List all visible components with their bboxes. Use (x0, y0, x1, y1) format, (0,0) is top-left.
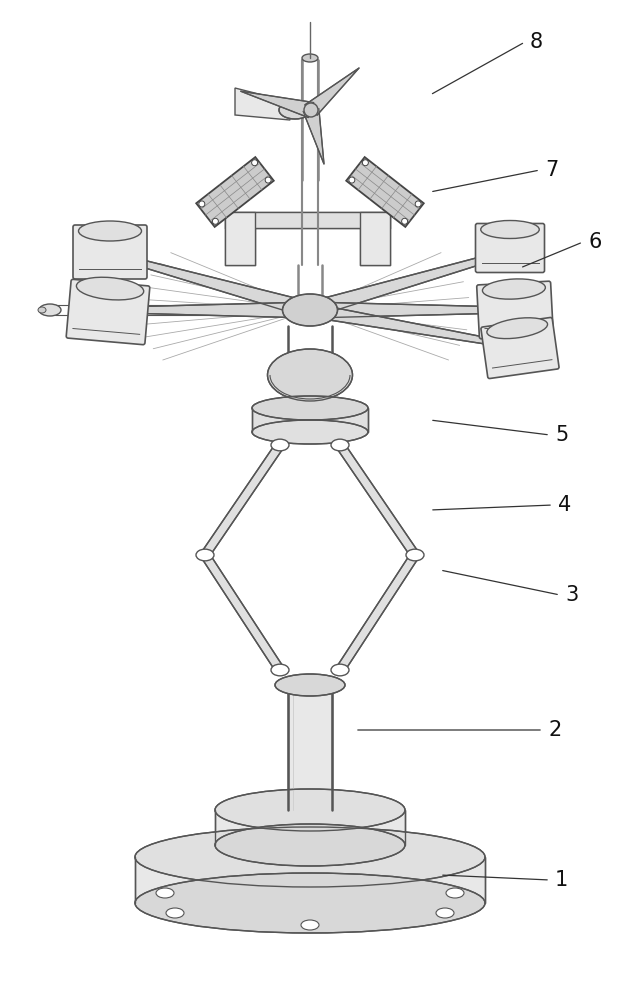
Polygon shape (201, 553, 284, 672)
Ellipse shape (252, 420, 368, 444)
Polygon shape (225, 212, 255, 265)
Polygon shape (303, 109, 324, 164)
Ellipse shape (436, 908, 454, 918)
Ellipse shape (482, 279, 545, 299)
Text: 2: 2 (548, 720, 561, 740)
Ellipse shape (135, 873, 485, 933)
Ellipse shape (302, 54, 318, 62)
Polygon shape (336, 442, 419, 558)
Ellipse shape (481, 221, 539, 238)
Ellipse shape (196, 549, 214, 561)
FancyBboxPatch shape (196, 157, 274, 227)
Polygon shape (336, 553, 419, 672)
Ellipse shape (135, 827, 485, 887)
Ellipse shape (265, 177, 271, 183)
Ellipse shape (215, 789, 405, 831)
Ellipse shape (301, 920, 319, 930)
Text: 5: 5 (555, 425, 568, 445)
Ellipse shape (487, 318, 548, 339)
Polygon shape (360, 212, 390, 265)
Polygon shape (130, 302, 310, 318)
Ellipse shape (252, 160, 257, 166)
Polygon shape (202, 442, 284, 558)
Ellipse shape (331, 439, 349, 451)
FancyBboxPatch shape (481, 317, 559, 379)
Polygon shape (225, 212, 390, 228)
Ellipse shape (275, 674, 345, 696)
FancyBboxPatch shape (73, 225, 147, 279)
Ellipse shape (268, 349, 352, 401)
Ellipse shape (406, 549, 424, 561)
Text: 3: 3 (565, 585, 578, 605)
Ellipse shape (402, 218, 408, 224)
Text: 8: 8 (530, 32, 543, 52)
Ellipse shape (156, 888, 174, 898)
Ellipse shape (166, 908, 184, 918)
Ellipse shape (38, 307, 46, 313)
Ellipse shape (271, 664, 289, 676)
Ellipse shape (39, 304, 61, 316)
Polygon shape (241, 91, 314, 118)
Polygon shape (310, 302, 500, 318)
FancyBboxPatch shape (477, 281, 553, 339)
Polygon shape (235, 88, 290, 120)
Ellipse shape (252, 396, 368, 420)
Ellipse shape (304, 103, 318, 117)
Polygon shape (308, 252, 501, 318)
Text: 6: 6 (588, 232, 602, 252)
Text: 1: 1 (555, 870, 568, 890)
Text: 4: 4 (558, 495, 571, 515)
Polygon shape (252, 408, 368, 432)
Ellipse shape (283, 294, 337, 326)
Ellipse shape (199, 201, 205, 207)
Ellipse shape (77, 277, 144, 300)
Ellipse shape (271, 439, 289, 451)
Ellipse shape (215, 824, 405, 866)
Polygon shape (129, 257, 312, 318)
Polygon shape (215, 810, 405, 845)
Ellipse shape (331, 664, 349, 676)
FancyBboxPatch shape (475, 224, 544, 272)
Polygon shape (135, 857, 485, 903)
Ellipse shape (279, 101, 311, 119)
FancyBboxPatch shape (346, 157, 424, 227)
FancyBboxPatch shape (66, 279, 149, 345)
Text: 7: 7 (545, 160, 558, 180)
Polygon shape (288, 692, 332, 810)
Polygon shape (305, 68, 359, 115)
Ellipse shape (78, 221, 141, 241)
Ellipse shape (212, 218, 219, 224)
Ellipse shape (349, 177, 355, 183)
Polygon shape (309, 303, 511, 348)
Ellipse shape (446, 888, 464, 898)
Ellipse shape (415, 201, 421, 207)
Ellipse shape (362, 160, 369, 166)
